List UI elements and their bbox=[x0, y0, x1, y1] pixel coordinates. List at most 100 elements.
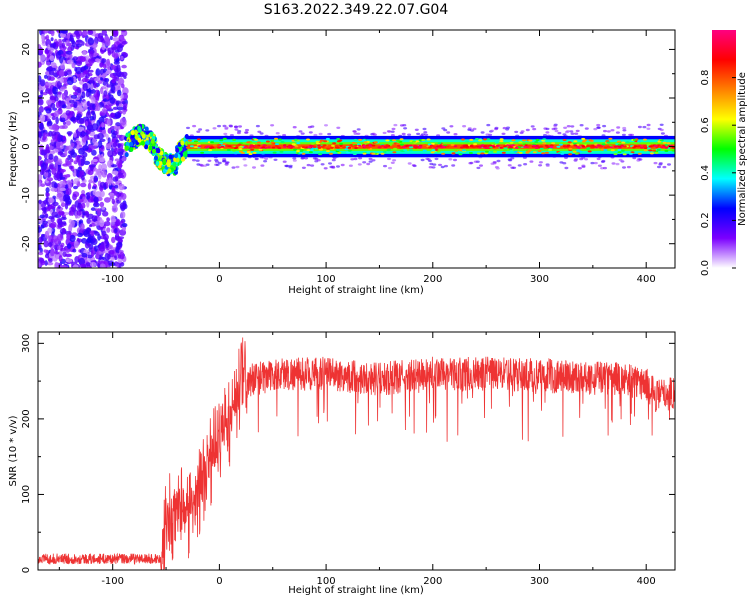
spectrogram-cell bbox=[114, 125, 118, 131]
spectrogram-cell bbox=[275, 132, 280, 135]
spectrogram-cell bbox=[220, 145, 225, 148]
spectrogram-cell bbox=[44, 213, 49, 219]
spectrogram-cell bbox=[428, 159, 432, 163]
spectrogram-cell bbox=[89, 95, 95, 100]
spectrogram-cell bbox=[172, 161, 177, 167]
spectrogram-cell bbox=[71, 204, 77, 213]
spectrogram-cell bbox=[49, 55, 55, 62]
spectrogram-cell bbox=[544, 144, 549, 147]
spectrogram-cell bbox=[124, 145, 129, 151]
spectrogram-cell bbox=[231, 149, 236, 152]
spectrogram-cell bbox=[462, 149, 466, 152]
spectrogram-cell bbox=[111, 64, 116, 70]
spectrogram-cell bbox=[192, 124, 197, 128]
spectrogram-cell bbox=[358, 138, 363, 141]
spectrogram-cell bbox=[72, 193, 77, 201]
spectrogram-cell bbox=[566, 144, 571, 147]
spectrogram-cell bbox=[246, 141, 251, 144]
spectrogram-cell bbox=[589, 145, 593, 148]
spectrogram-cell bbox=[40, 224, 45, 229]
spectrogram-cell bbox=[223, 132, 228, 136]
y-tick-label: 300 bbox=[21, 334, 32, 353]
spectrogram-cell bbox=[445, 145, 450, 148]
spectrogram-cell bbox=[654, 151, 659, 154]
spectrogram-cell bbox=[659, 123, 664, 127]
spectrogram-cell bbox=[482, 138, 487, 141]
spectrogram-cell bbox=[416, 132, 421, 136]
spectrogram-cell bbox=[353, 144, 358, 147]
spectrogram-cell bbox=[399, 124, 404, 127]
y-tick-label: 0 bbox=[21, 567, 32, 573]
spectrogram-cell bbox=[215, 163, 220, 166]
spectrogram-cell bbox=[48, 215, 55, 220]
spectrogram-cell bbox=[63, 194, 70, 202]
spectrogram-cell bbox=[88, 179, 93, 184]
spectrogram-cell bbox=[115, 232, 120, 236]
spectrogram-cell bbox=[391, 127, 396, 131]
spectrogram-cell bbox=[45, 61, 51, 66]
spectrogram-cell bbox=[77, 92, 82, 98]
spectrogram-cell bbox=[105, 105, 110, 110]
spectrogram-cell bbox=[196, 130, 201, 133]
spectrogram-cell bbox=[117, 143, 121, 148]
spectrogram-cell bbox=[79, 223, 85, 231]
spectrogram-cell bbox=[225, 144, 229, 147]
spectrogram-cell bbox=[467, 128, 472, 131]
spectrogram-cell bbox=[92, 189, 97, 196]
spectrogram-cell bbox=[461, 138, 465, 141]
spectrogram-cell bbox=[107, 253, 111, 260]
spectrogram-cell bbox=[193, 140, 198, 143]
spectrogram-cell bbox=[89, 164, 93, 168]
spectrogram-cell bbox=[120, 55, 124, 61]
spectrogram-cell bbox=[393, 147, 398, 150]
spectrogram-cell bbox=[50, 248, 55, 257]
spectrogram-cell bbox=[67, 154, 71, 161]
spectrogram-cell bbox=[222, 137, 227, 140]
spectrogram-cell bbox=[77, 76, 81, 82]
spectrogram-cell bbox=[402, 146, 406, 149]
spectrogram-cell bbox=[95, 191, 102, 198]
spectrogram-cell bbox=[622, 126, 627, 130]
spectrogram-cell bbox=[399, 143, 404, 146]
spectrogram-cell bbox=[426, 138, 431, 141]
spectrogram-cell bbox=[336, 148, 341, 151]
spectrogram-cell bbox=[202, 164, 207, 167]
snr-x-axis-title: Height of straight line (km) bbox=[288, 585, 424, 596]
spectrogram-cell bbox=[129, 141, 134, 147]
spectrogram-cell bbox=[409, 146, 414, 149]
spectrogram-cell bbox=[615, 131, 620, 134]
x-tick-label: 100 bbox=[317, 576, 336, 587]
spectrogram-cell bbox=[373, 141, 378, 144]
spectrogram-cell bbox=[74, 66, 78, 72]
spectrogram-cell bbox=[42, 132, 48, 140]
spectrogram-cell bbox=[75, 33, 81, 37]
spectrogram-cell bbox=[301, 146, 306, 149]
spectrogram-cell bbox=[366, 151, 371, 154]
spectrogram-cell bbox=[282, 134, 287, 137]
spectrogram-cell bbox=[59, 187, 66, 192]
spectrogram-cell bbox=[587, 150, 592, 153]
spectrogram-cell bbox=[312, 157, 317, 160]
spectrogram-cell bbox=[646, 127, 651, 130]
spectrogram-cell bbox=[642, 125, 647, 129]
spectrogram-cell bbox=[577, 167, 582, 170]
spectrogram-cell bbox=[648, 149, 653, 152]
spectrogram-cell bbox=[57, 205, 61, 209]
spectrogram-cell bbox=[38, 61, 42, 68]
spectrogram-cell bbox=[519, 144, 523, 147]
spectrogram-cell bbox=[104, 237, 109, 244]
spectrogram-cell bbox=[323, 140, 328, 143]
spectrogram-cell bbox=[38, 243, 41, 251]
spectrogram-cell bbox=[90, 207, 96, 211]
spectrogram-cell bbox=[92, 137, 97, 144]
spectrogram-cell bbox=[90, 238, 98, 246]
spectrogram-cell bbox=[659, 128, 664, 132]
spectrogram-cell bbox=[52, 42, 57, 49]
spectrogram-cell bbox=[68, 53, 73, 59]
spectrogram-cell bbox=[48, 258, 53, 263]
spectrogram-cell bbox=[112, 142, 117, 148]
spectrogram-cell bbox=[121, 157, 126, 162]
spectrogram-cell bbox=[484, 152, 489, 155]
spectrogram-cell bbox=[56, 160, 63, 166]
spectrogram-cell bbox=[657, 144, 661, 147]
